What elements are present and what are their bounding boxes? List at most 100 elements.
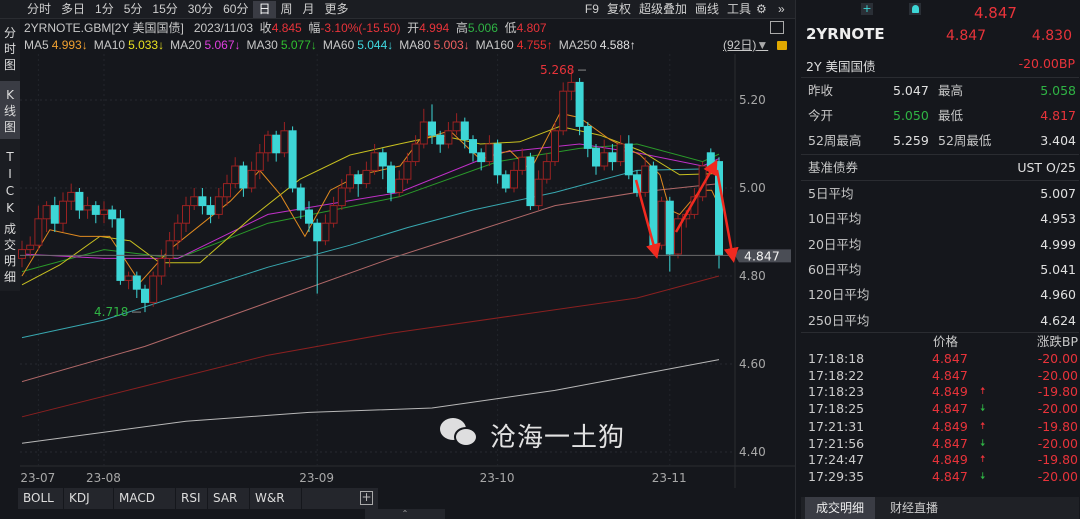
- tab-trade-detail[interactable]: 成交明细: [805, 497, 875, 519]
- plus-box-icon[interactable]: +: [360, 490, 373, 505]
- symbol: 2YRNOTE.GBM[2Y 美国国债]: [24, 21, 184, 35]
- period-tab[interactable]: 月: [302, 2, 315, 16]
- high-label: 高: [455, 21, 468, 35]
- average-row: 5日平均 5.007: [808, 182, 1076, 206]
- toolbar-button[interactable]: 工具: [726, 2, 751, 16]
- candle-body: [157, 257, 166, 277]
- top-price: 4.847: [974, 4, 1017, 22]
- toolbar-button[interactable]: 复权: [606, 2, 631, 16]
- period-tab[interactable]: 1分: [95, 2, 114, 16]
- tick-time: 17:21:56: [808, 435, 865, 451]
- ask-price: 4.830: [1031, 28, 1072, 44]
- candle-body: [674, 218, 682, 255]
- annotation-arrow: [715, 169, 739, 263]
- tab-finance-live[interactable]: 财经直播: [889, 501, 938, 515]
- average-label: 250日平均: [808, 312, 870, 328]
- candle: [321, 214, 330, 246]
- tick-price: 4.849: [932, 384, 968, 400]
- candle: [50, 196, 59, 232]
- tab-label: TICK: [5, 150, 15, 215]
- candle: [173, 214, 182, 250]
- period-tab[interactable]: 日: [253, 1, 276, 18]
- gear-icon[interactable]: ⚙: [756, 2, 767, 16]
- tab-timeshare[interactable]: 分时图: [0, 21, 20, 73]
- toolbar-button[interactable]: 画线: [694, 2, 719, 16]
- candle-body: [255, 152, 264, 171]
- ma-label: MA250: [558, 38, 597, 52]
- indicator-tab[interactable]: MACD: [114, 488, 176, 509]
- period-tab[interactable]: 60分: [223, 2, 249, 16]
- bell-icon[interactable]: [909, 3, 921, 15]
- period-tab[interactable]: 多日: [61, 2, 86, 16]
- indicator-tab[interactable]: KDJ: [64, 488, 114, 509]
- period-tab[interactable]: 更多: [324, 2, 349, 16]
- period-tab[interactable]: 15分: [152, 2, 178, 16]
- period-toolbar: 分时 多日 1分 5分 15分 30分 60分日周月更多 F9 复权 超级叠加 画线 工具 ⚙ »: [0, 0, 795, 19]
- expand-up-icon[interactable]: ⌃: [365, 509, 445, 519]
- period-tab[interactable]: 分时: [27, 2, 52, 16]
- period-tab[interactable]: 5分: [123, 2, 143, 16]
- candle-body: [239, 165, 248, 189]
- tab-trade-detail[interactable]: 成交明细: [0, 217, 20, 289]
- layout-toggle-icon[interactable]: [770, 21, 784, 34]
- ma-legend: MA5 4.993↓ MA10 5.033↓ MA20 5.067↓ MA30 5.077↓ M…: [24, 37, 642, 54]
- candle-body: [165, 240, 174, 259]
- plus-icon[interactable]: +: [861, 2, 873, 15]
- indicator-tab[interactable]: RSI: [176, 488, 208, 509]
- change-value: -3.10%(-15.50): [320, 21, 401, 35]
- indicator-tab[interactable]: W&R: [250, 488, 302, 509]
- watermark: 沧海一土狗: [440, 414, 650, 454]
- ma-value: 5.067↓: [204, 38, 241, 52]
- y-tick-label: 5.00: [739, 181, 766, 195]
- tick-change: -20.00: [1037, 435, 1078, 451]
- candle-body: [296, 187, 305, 211]
- period-tab[interactable]: 周: [280, 2, 293, 16]
- bid-price: 4.847: [946, 28, 987, 44]
- candle: [34, 205, 43, 250]
- candle: [657, 196, 666, 250]
- range-selector[interactable]: (92日)▼: [723, 37, 768, 54]
- candle-body: [329, 205, 338, 224]
- close-value: 4.845: [271, 21, 302, 35]
- candle-body: [370, 152, 379, 171]
- kline-chart[interactable]: 5.20 5.00 4.80 4.60 4.40 23-07 23-08 23-09 23-10…: [0, 54, 795, 488]
- candle: [485, 135, 494, 166]
- y-tick-label: 4.60: [739, 357, 766, 371]
- toolbar-button[interactable]: 超级叠加: [638, 2, 687, 16]
- arrow-up-icon: 🠅: [980, 386, 986, 398]
- lock-icon[interactable]: [777, 41, 787, 50]
- candle: [354, 170, 363, 197]
- candle-body: [608, 152, 617, 163]
- ma-legend-item: MA250 4.588↑: [559, 38, 642, 52]
- candle: [346, 166, 354, 193]
- double-chevron-right-icon[interactable]: »: [778, 2, 785, 16]
- candle: [288, 126, 297, 193]
- candle-body: [600, 152, 609, 167]
- quote-line: 2YRNOTE.GBM[2Y 美国国债] 2023/11/03 收4.845 幅…: [24, 19, 547, 37]
- period-tab[interactable]: 30分: [187, 2, 214, 16]
- indicator-tab[interactable]: SAR: [208, 488, 250, 509]
- ma-label: MA60: [322, 38, 355, 52]
- ma-line-ma250: [21, 359, 720, 444]
- candle: [272, 130, 281, 162]
- open-value: 4.994: [419, 21, 450, 35]
- tab-kline[interactable]: K线图: [0, 81, 20, 139]
- candle-body: [436, 134, 445, 145]
- ma-line-ma30: [21, 143, 720, 273]
- ma-legend-item: MA20 5.067↓: [170, 38, 246, 52]
- tick-change: -20.00: [1037, 367, 1078, 383]
- candle-body: [403, 161, 412, 180]
- stat-value: 5.050: [893, 108, 929, 123]
- toolbar-button[interactable]: F9: [584, 2, 599, 16]
- ma-label: MA10: [93, 38, 126, 52]
- candle-body: [83, 205, 92, 211]
- candle: [616, 135, 625, 166]
- panel-symbol: 2YRNOTE: [806, 25, 885, 43]
- tick-price: 4.847: [932, 435, 968, 451]
- candle-body: [477, 152, 486, 163]
- benchmark-value: UST O/25: [1017, 160, 1076, 175]
- tab-tick[interactable]: TICK: [0, 143, 20, 215]
- candle: [337, 179, 346, 210]
- indicator-tab[interactable]: BOLL: [18, 488, 64, 509]
- tick-time: 17:24:47: [808, 452, 865, 468]
